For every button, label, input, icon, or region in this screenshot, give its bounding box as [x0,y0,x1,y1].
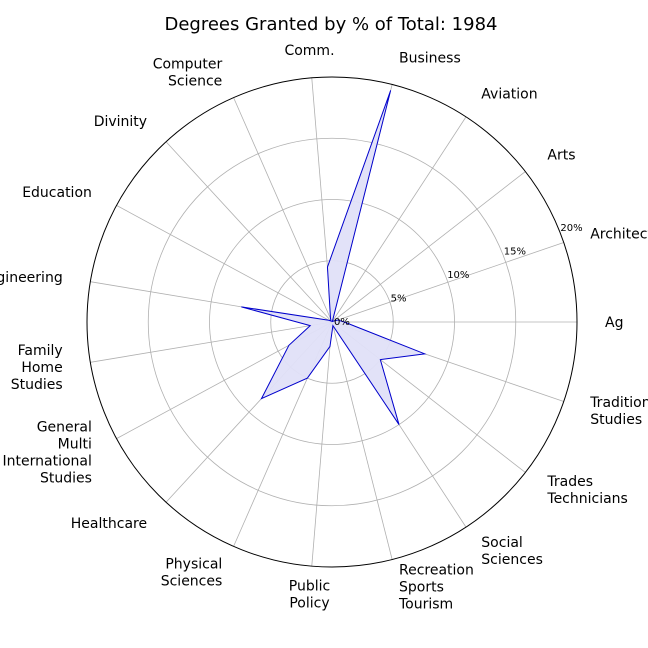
category-label: Aviation [481,87,537,103]
category-label: General Multi International Studies [3,419,92,486]
r-tick-label: 10% [447,270,469,281]
category-label: Computer Science [153,57,223,90]
category-label: Comm. [284,43,334,59]
category-label: Divinity [94,114,147,130]
r-tick-label: 0% [334,317,350,328]
series-polygon [241,90,427,425]
r-tick-label: 15% [504,247,526,258]
category-label: Trades Technicians [546,474,627,507]
grid-ring [147,137,517,507]
outer-frame [86,76,578,568]
category-label: TraditionalStudies [589,395,648,428]
category-label: Public Policy [289,579,330,612]
series [241,90,427,425]
chart-title: Degrees Granted by % of Total: 1984 [164,14,497,35]
category-label: Arts [547,147,575,163]
category-label: Recreation Sports Tourism [398,563,474,613]
category-label: Family Home Studies [11,343,63,393]
category-label: Ag [605,315,623,331]
category-labels: Ag Architecture Arts Aviation Business Comm. C… [0,43,648,613]
r-tick-label: 5% [391,294,407,305]
category-label: Physical Sciences [161,557,223,590]
category-label: Business [399,50,461,66]
category-label: Healthcare [71,516,147,532]
category-label: Architecture [590,226,648,242]
r-tick-label: 20% [560,223,582,234]
grid-ring [209,199,455,445]
category-label: Education [22,185,92,201]
category-label: Social Sciences [481,535,543,568]
category-label: Engineering [0,270,63,286]
radial-ticks: 0% 5% 10% 15% 20% [334,223,583,328]
